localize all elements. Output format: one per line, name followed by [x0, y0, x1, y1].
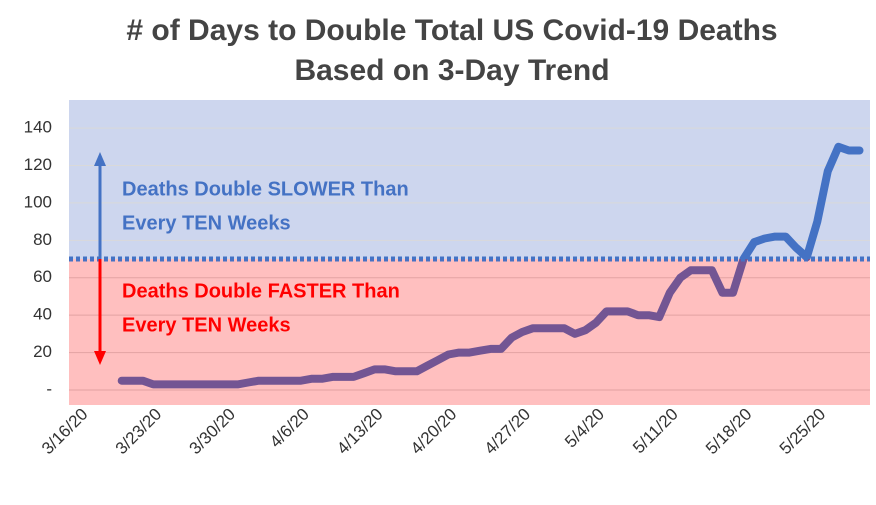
x-tick-label: 3/23/20 — [112, 405, 166, 459]
annotation: Deaths Double SLOWER Than — [122, 178, 409, 200]
x-tick-label: 5/4/20 — [561, 405, 608, 452]
x-tick-label: 5/25/20 — [776, 405, 830, 459]
x-tick-label: 4/27/20 — [481, 405, 535, 459]
data-line — [117, 142, 864, 389]
y-tick-label: 120 — [24, 155, 52, 174]
slower-region — [69, 100, 870, 260]
x-tick-label: 4/20/20 — [407, 405, 461, 459]
faster-region — [69, 259, 870, 405]
x-tick-label: 5/18/20 — [702, 405, 756, 459]
annotation: Every TEN Weeks — [122, 212, 291, 234]
y-tick-label: 100 — [24, 192, 52, 211]
chart-title: Based on 3-Day Trend — [294, 54, 609, 87]
y-tick-label: 140 — [24, 118, 52, 137]
chart-title: # of Days to Double Total US Covid-19 De… — [126, 14, 777, 47]
y-tick-label: - — [46, 380, 52, 399]
x-tick-label: 3/30/20 — [186, 405, 240, 459]
up-arrow-head — [94, 152, 106, 166]
x-tick-label: 4/13/20 — [333, 405, 387, 459]
x-tick-label: 5/11/20 — [629, 405, 682, 458]
down-arrow-head — [94, 351, 106, 365]
x-tick-label: 4/6/20 — [266, 405, 313, 452]
x-tick-label: 3/16/20 — [38, 405, 92, 459]
y-tick-label: 60 — [33, 267, 52, 286]
y-tick-label: 20 — [33, 342, 52, 361]
y-tick-label: 40 — [33, 305, 52, 324]
y-tick-label: 80 — [33, 230, 52, 249]
annotation: Every TEN Weeks — [122, 314, 291, 336]
annotation: Deaths Double FASTER Than — [122, 280, 400, 302]
